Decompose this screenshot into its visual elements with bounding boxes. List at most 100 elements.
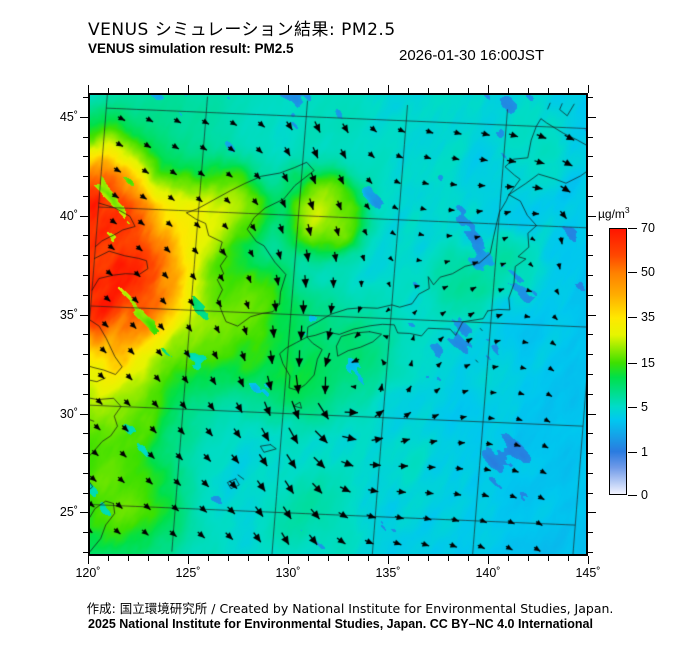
x-axis-tick — [428, 556, 429, 561]
y-axis-tick-right — [588, 393, 593, 395]
colorbar-unit-text: µg/m — [598, 207, 625, 221]
y-axis-tick — [83, 532, 88, 534]
x-axis-tick-top — [88, 85, 89, 93]
y-axis-tick — [83, 255, 88, 257]
y-axis-tick-right — [588, 453, 593, 455]
x-axis-label: 120˚ — [75, 566, 101, 580]
x-axis-tick-top — [308, 88, 309, 93]
credit-line: 作成: 国立環境研究所 / Created by National Instit… — [86, 601, 614, 616]
y-axis-tick — [80, 116, 88, 118]
x-axis-tick — [408, 556, 409, 561]
colorbar-tick-mark — [628, 406, 637, 408]
colorbar-tick-mark — [628, 272, 637, 274]
x-axis-tick-top — [128, 88, 129, 93]
x-axis-tick — [568, 556, 569, 561]
x-axis-tick — [468, 556, 469, 561]
x-axis-tick-top — [488, 85, 489, 93]
colorbar-unit-label: µg/m3 — [598, 205, 630, 221]
colorbar-tick-label: 5 — [641, 399, 648, 414]
x-axis-tick — [348, 556, 349, 561]
x-axis-tick-top — [408, 88, 409, 93]
y-axis-tick-right — [588, 215, 596, 217]
x-axis-tick — [188, 556, 189, 564]
y-axis-tick — [80, 413, 88, 415]
y-axis-tick-right — [588, 552, 593, 554]
x-axis-tick-top — [328, 88, 329, 93]
x-axis-tick-top — [548, 88, 549, 93]
y-axis-tick — [80, 314, 88, 316]
y-axis-tick-right — [588, 235, 593, 237]
x-axis-tick-top — [588, 85, 589, 93]
y-axis-tick-right — [588, 195, 593, 197]
y-axis-tick-right — [588, 472, 593, 474]
x-axis-label: 130˚ — [275, 566, 301, 580]
x-axis-tick — [548, 556, 549, 561]
colorbar-tick-label: 35 — [641, 310, 655, 325]
colorbar-tick-mark — [628, 228, 637, 229]
y-axis-label: 45˚ — [59, 109, 78, 124]
x-axis-label: 145˚ — [575, 566, 601, 580]
x-axis-tick-top — [248, 88, 249, 93]
license-line: 2025 National Institute for Environmenta… — [88, 617, 593, 631]
x-axis-tick — [528, 556, 529, 561]
y-axis-tick — [80, 215, 88, 217]
x-axis-tick-top — [228, 88, 229, 93]
y-axis-tick — [83, 96, 88, 98]
x-axis-tick — [128, 556, 129, 561]
x-axis-tick — [588, 556, 589, 564]
x-axis-tick-top — [208, 88, 209, 93]
x-axis-tick — [508, 556, 509, 561]
page-title-japanese: VENUS シミュレーション結果: PM2.5 — [88, 20, 396, 40]
x-axis-tick-top — [268, 88, 269, 93]
colorbar-tick-mark — [628, 362, 637, 364]
y-axis-tick-right — [588, 176, 593, 178]
colorbar-tick-label: 50 — [641, 265, 655, 280]
timestamp-label: 2026-01-30 16:00JST — [399, 47, 545, 64]
x-axis-label: 140˚ — [475, 566, 501, 580]
x-axis-tick — [108, 556, 109, 561]
x-axis-tick-top — [448, 88, 449, 93]
colorbar-tick-mark — [628, 495, 637, 496]
colorbar-tick-label: 0 — [641, 488, 648, 502]
y-axis-tick — [83, 176, 88, 178]
colorbar-tick-mark — [628, 317, 637, 319]
x-axis-tick — [88, 556, 89, 564]
y-axis-tick-right — [588, 96, 593, 98]
x-axis-tick — [148, 556, 149, 561]
colorbar-tick-mark — [628, 452, 637, 454]
colorbar-unit-exponent: 3 — [624, 205, 630, 215]
x-axis-tick — [208, 556, 209, 561]
colorbar-tick-label: 70 — [641, 221, 655, 235]
colorbar-tick-label: 1 — [641, 445, 648, 460]
y-axis-label: 25˚ — [59, 505, 78, 520]
y-axis-tick — [83, 156, 88, 158]
y-axis-tick-right — [588, 373, 593, 375]
x-axis-label: 135˚ — [375, 566, 401, 580]
colorbar-tick-label: 15 — [641, 355, 655, 370]
y-axis-tick-right — [588, 512, 596, 514]
y-axis-tick — [83, 235, 88, 237]
y-axis-tick-right — [588, 354, 593, 356]
y-axis-tick — [83, 275, 88, 277]
x-axis-tick — [268, 556, 269, 561]
y-axis-tick-right — [588, 492, 593, 494]
y-axis-tick — [80, 512, 88, 514]
pm25-map[interactable] — [88, 93, 588, 556]
x-axis-tick-top — [468, 88, 469, 93]
y-axis-label: 30˚ — [59, 406, 78, 421]
page-title-english: VENUS simulation result: PM2.5 — [88, 41, 294, 56]
y-axis-tick — [83, 195, 88, 197]
x-axis-tick — [308, 556, 309, 561]
x-axis-tick-top — [388, 85, 389, 93]
y-axis-tick — [83, 453, 88, 455]
y-axis-tick-right — [588, 116, 596, 118]
y-axis-tick-right — [588, 156, 593, 158]
y-axis-label: 40˚ — [59, 208, 78, 223]
x-axis-tick-top — [188, 85, 189, 93]
x-axis-tick-top — [348, 88, 349, 93]
x-axis-tick-top — [568, 88, 569, 93]
x-axis-label: 125˚ — [175, 566, 201, 580]
y-axis-tick — [83, 472, 88, 474]
x-axis-tick — [328, 556, 329, 561]
y-axis-tick-right — [588, 136, 593, 138]
